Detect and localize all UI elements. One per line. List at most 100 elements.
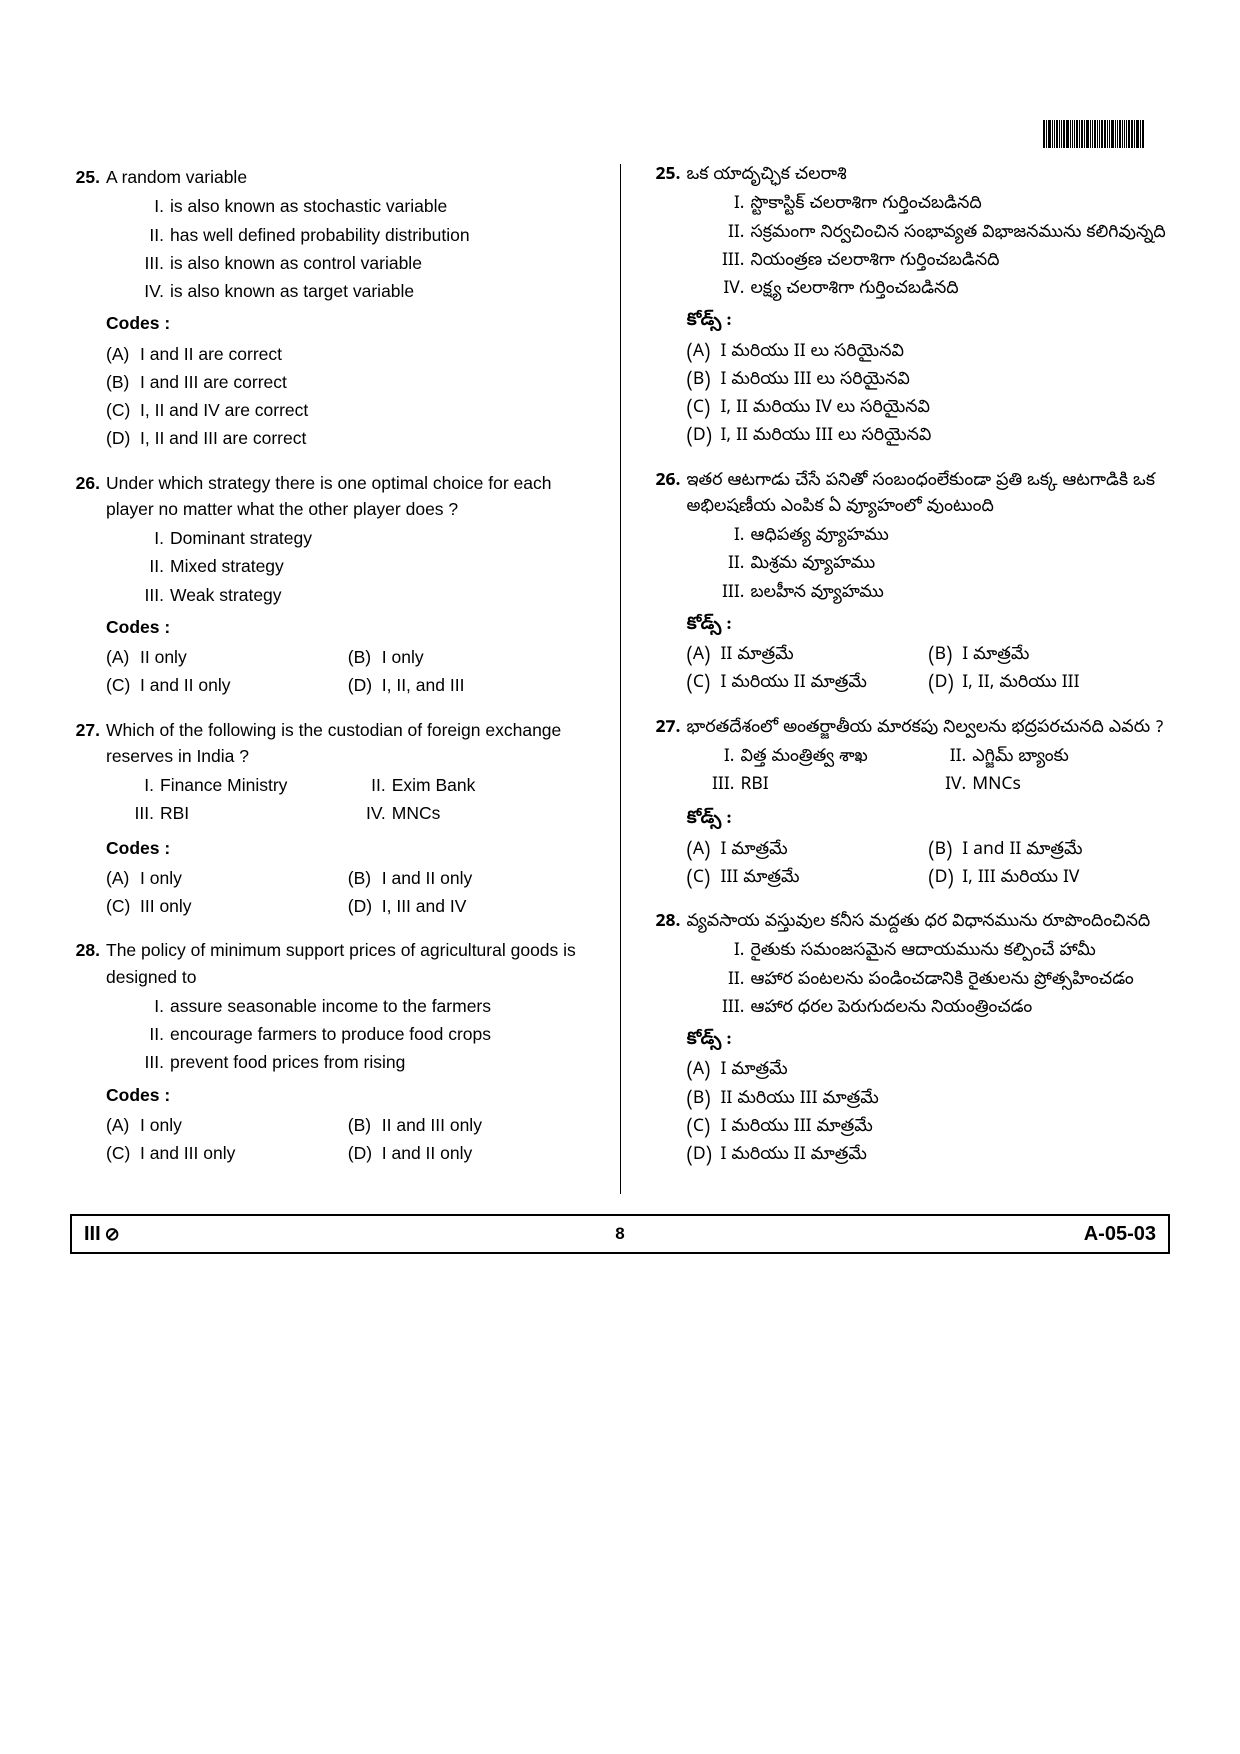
q26-te: 26. ఇతర ఆటగాడు చేసే పనితో సంబంధంలేకుండా … (651, 470, 1171, 701)
roman-label: II. (358, 772, 392, 798)
answer-option[interactable]: (A)II మాత్రమే (687, 644, 929, 670)
option-text: I and III only (140, 1140, 348, 1166)
roman-item: II.ఎగ్జిమ్ బ్యాంకు (938, 746, 1170, 772)
answer-option[interactable]: (D)I, II మరియు III లు సరియైనవి (687, 425, 1171, 451)
q-number: 28. (70, 937, 106, 1168)
roman-label: II. (721, 222, 751, 248)
answer-option[interactable]: (D)I, II, మరియు III (928, 672, 1170, 698)
option-text: I, II, and III (382, 672, 590, 698)
roman-label: III. (721, 582, 751, 608)
roman-text: encourage farmers to produce food crops (170, 1021, 590, 1047)
option-label: (D) (687, 1144, 721, 1170)
option-label: (B) (348, 644, 382, 670)
option-text: I మరియు II లు సరియైనవి (721, 341, 1171, 367)
page-number: 8 (615, 1224, 624, 1244)
roman-text: RBI (160, 800, 358, 826)
option-text: I only (140, 1112, 348, 1138)
q-number: 28. (651, 911, 687, 1172)
answer-option[interactable]: (B)I and III are correct (106, 369, 590, 395)
q-stem: వ్యవసాయ వస్తువుల కనీస మద్దతు ధర విధానమున… (687, 911, 1171, 937)
roman-text: ఆధిపత్య వ్యూహము (751, 525, 1171, 551)
answer-option[interactable]: (B)I and II మాత్రమే (928, 839, 1170, 865)
barcode (1043, 120, 1145, 152)
option-text: I, II and III are correct (140, 425, 590, 451)
answer-option[interactable]: (D)I, II and III are correct (106, 425, 590, 451)
roman-item: I.స్టొకాస్టిక్ చలరాశిగా గుర్తించబడినది (721, 193, 1171, 219)
column-english: 25. A random variable I.is also known as… (70, 164, 590, 1194)
roman-label: I. (721, 940, 751, 966)
option-label: (A) (106, 865, 140, 891)
answer-option[interactable]: (A)I only (106, 1112, 348, 1138)
option-label: (B) (928, 839, 962, 865)
codes-label: Codes : (106, 310, 590, 336)
roman-item: III.prevent food prices from rising (140, 1049, 590, 1075)
answer-option[interactable]: (D)I మరియు II మాత్రమే (687, 1144, 1171, 1170)
option-text: I and II only (382, 1140, 590, 1166)
roman-text: బలహీన వ్యూహము (751, 582, 1171, 608)
answer-option[interactable]: (B)I and II only (348, 865, 590, 891)
codes-label: Codes : (106, 835, 590, 861)
answer-option[interactable]: (C)I మరియు III మాత్రమే (687, 1116, 1171, 1142)
roman-text: MNCs (972, 774, 1170, 800)
option-text: II మాత్రమే (721, 644, 929, 670)
roman-text: రైతుకు సమంజసమైన ఆదాయమును కల్పించే హామీ (751, 940, 1171, 966)
answer-option[interactable]: (B)II మరియు III మాత్రమే (687, 1088, 1171, 1114)
answer-option[interactable]: (A)I only (106, 865, 348, 891)
answer-option[interactable]: (B)I మాత్రమే (928, 644, 1170, 670)
roman-text: has well defined probability distributio… (170, 222, 590, 248)
answer-option[interactable]: (C)III మాత్రమే (687, 867, 929, 893)
option-label: (A) (687, 341, 721, 367)
q27-te: 27. భారతదేశంలో అంతర్జాతీయ మారకపు నిల్వలన… (651, 717, 1171, 896)
option-label: (B) (928, 644, 962, 670)
q-number: 25. (70, 164, 106, 454)
answer-option[interactable]: (B)II and III only (348, 1112, 590, 1138)
q-number: 25. (651, 164, 687, 454)
option-label: (D) (106, 425, 140, 451)
answer-option[interactable]: (C)I మరియు II మాత్రమే (687, 672, 929, 698)
option-text: I, III and IV (382, 893, 590, 919)
roman-item: I.రైతుకు సమంజసమైన ఆదాయమును కల్పించే హామీ (721, 940, 1171, 966)
roman-label: III. (140, 582, 170, 608)
q-stem: A random variable (106, 164, 590, 190)
roman-text: Mixed strategy (170, 553, 590, 579)
answer-option[interactable]: (D)I, III మరియు IV (928, 867, 1170, 893)
q27-en: 27. Which of the following is the custod… (70, 717, 590, 922)
answer-option[interactable]: (D)I, II, and III (348, 672, 590, 698)
roman-text: is also known as control variable (170, 250, 590, 276)
roman-item: I.is also known as stochastic variable (140, 193, 590, 219)
answer-option[interactable]: (A)I మాత్రమే (687, 1059, 1171, 1085)
answer-option[interactable]: (A)I మాత్రమే (687, 839, 929, 865)
roman-item: I.Finance Ministry (126, 772, 358, 798)
answer-option[interactable]: (C)I and III only (106, 1140, 348, 1166)
answer-option[interactable]: (A)II only (106, 644, 348, 670)
roman-label: II. (140, 1021, 170, 1047)
answer-option[interactable]: (C)I and II only (106, 672, 348, 698)
roman-item: II.Mixed strategy (140, 553, 590, 579)
option-text: I మాత్రమే (721, 839, 929, 865)
codes-label: కోడ్స్ : (687, 614, 1171, 640)
answer-option[interactable]: (B)I only (348, 644, 590, 670)
answer-option[interactable]: (D)I and II only (348, 1140, 590, 1166)
answer-option[interactable]: (A)I and II are correct (106, 341, 590, 367)
series-code: III (84, 1223, 101, 1246)
roman-text: ఆహార పంటలను పండించడానికి రైతులను ప్రోత్స… (751, 969, 1171, 995)
option-label: (A) (106, 1112, 140, 1138)
option-text: I and II only (382, 865, 590, 891)
answer-option[interactable]: (C)I, II మరియు IV లు సరియైనవి (687, 397, 1171, 423)
q-stem: Which of the following is the custodian … (106, 717, 590, 770)
roman-text: స్టొకాస్టిక్ చలరాశిగా గుర్తించబడినది (751, 193, 1171, 219)
answer-option[interactable]: (B)I మరియు III లు సరియైనవి (687, 369, 1171, 395)
roman-label: IV. (938, 774, 972, 800)
roman-item: IV.is also known as target variable (140, 278, 590, 304)
option-text: I మరియు II మాత్రమే (721, 672, 929, 698)
answer-option[interactable]: (C)I, II and IV are correct (106, 397, 590, 423)
roman-text: is also known as stochastic variable (170, 193, 590, 219)
roman-item: III.RBI (707, 774, 939, 800)
option-label: (D) (348, 672, 382, 698)
answer-option[interactable]: (A)I మరియు II లు సరియైనవి (687, 341, 1171, 367)
option-text: I మరియు III మాత్రమే (721, 1116, 1171, 1142)
answer-option[interactable]: (C)III only (106, 893, 348, 919)
option-text: I, II, మరియు III (962, 672, 1170, 698)
answer-option[interactable]: (D)I, III and IV (348, 893, 590, 919)
roman-text: is also known as target variable (170, 278, 590, 304)
